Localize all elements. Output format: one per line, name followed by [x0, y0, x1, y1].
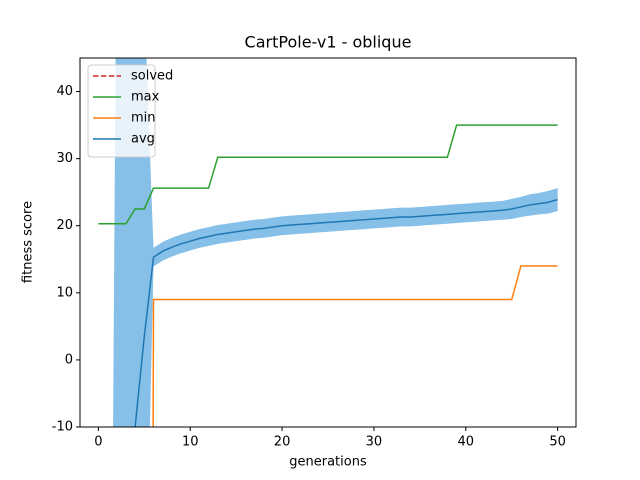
y-tick-label: 0 — [65, 352, 73, 367]
x-tick-label: 30 — [366, 435, 383, 450]
legend-label: max — [131, 90, 160, 105]
x-tick-label: 20 — [274, 435, 291, 450]
legend-label: avg — [131, 132, 155, 147]
legend-label: min — [131, 111, 156, 126]
legend: solved max min avg — [87, 64, 173, 158]
x-axis-label: generations — [289, 455, 367, 470]
plot-area — [98, 58, 558, 427]
x-tick-label: 40 — [458, 435, 475, 450]
legend-label: solved — [131, 69, 173, 84]
y-tick-label: 20 — [56, 218, 73, 233]
series-line — [134, 198, 558, 427]
series-line — [152, 265, 558, 427]
std-band — [113, 58, 558, 427]
series-line — [98, 124, 558, 225]
chart-title: CartPole-v1 - oblique — [245, 33, 412, 52]
y-tick-label: 40 — [56, 84, 73, 99]
x-tick-label: 50 — [549, 435, 566, 450]
y-tick-label: 10 — [56, 285, 73, 300]
x-tick-label: 0 — [94, 435, 102, 450]
y-tick-label: -10 — [52, 420, 73, 435]
y-axis-label: fitness score — [21, 201, 36, 283]
legend-box — [87, 64, 156, 158]
y-tick-label: 30 — [56, 151, 73, 166]
x-tick-label: 10 — [182, 435, 199, 450]
axes-frame — [79, 57, 577, 428]
